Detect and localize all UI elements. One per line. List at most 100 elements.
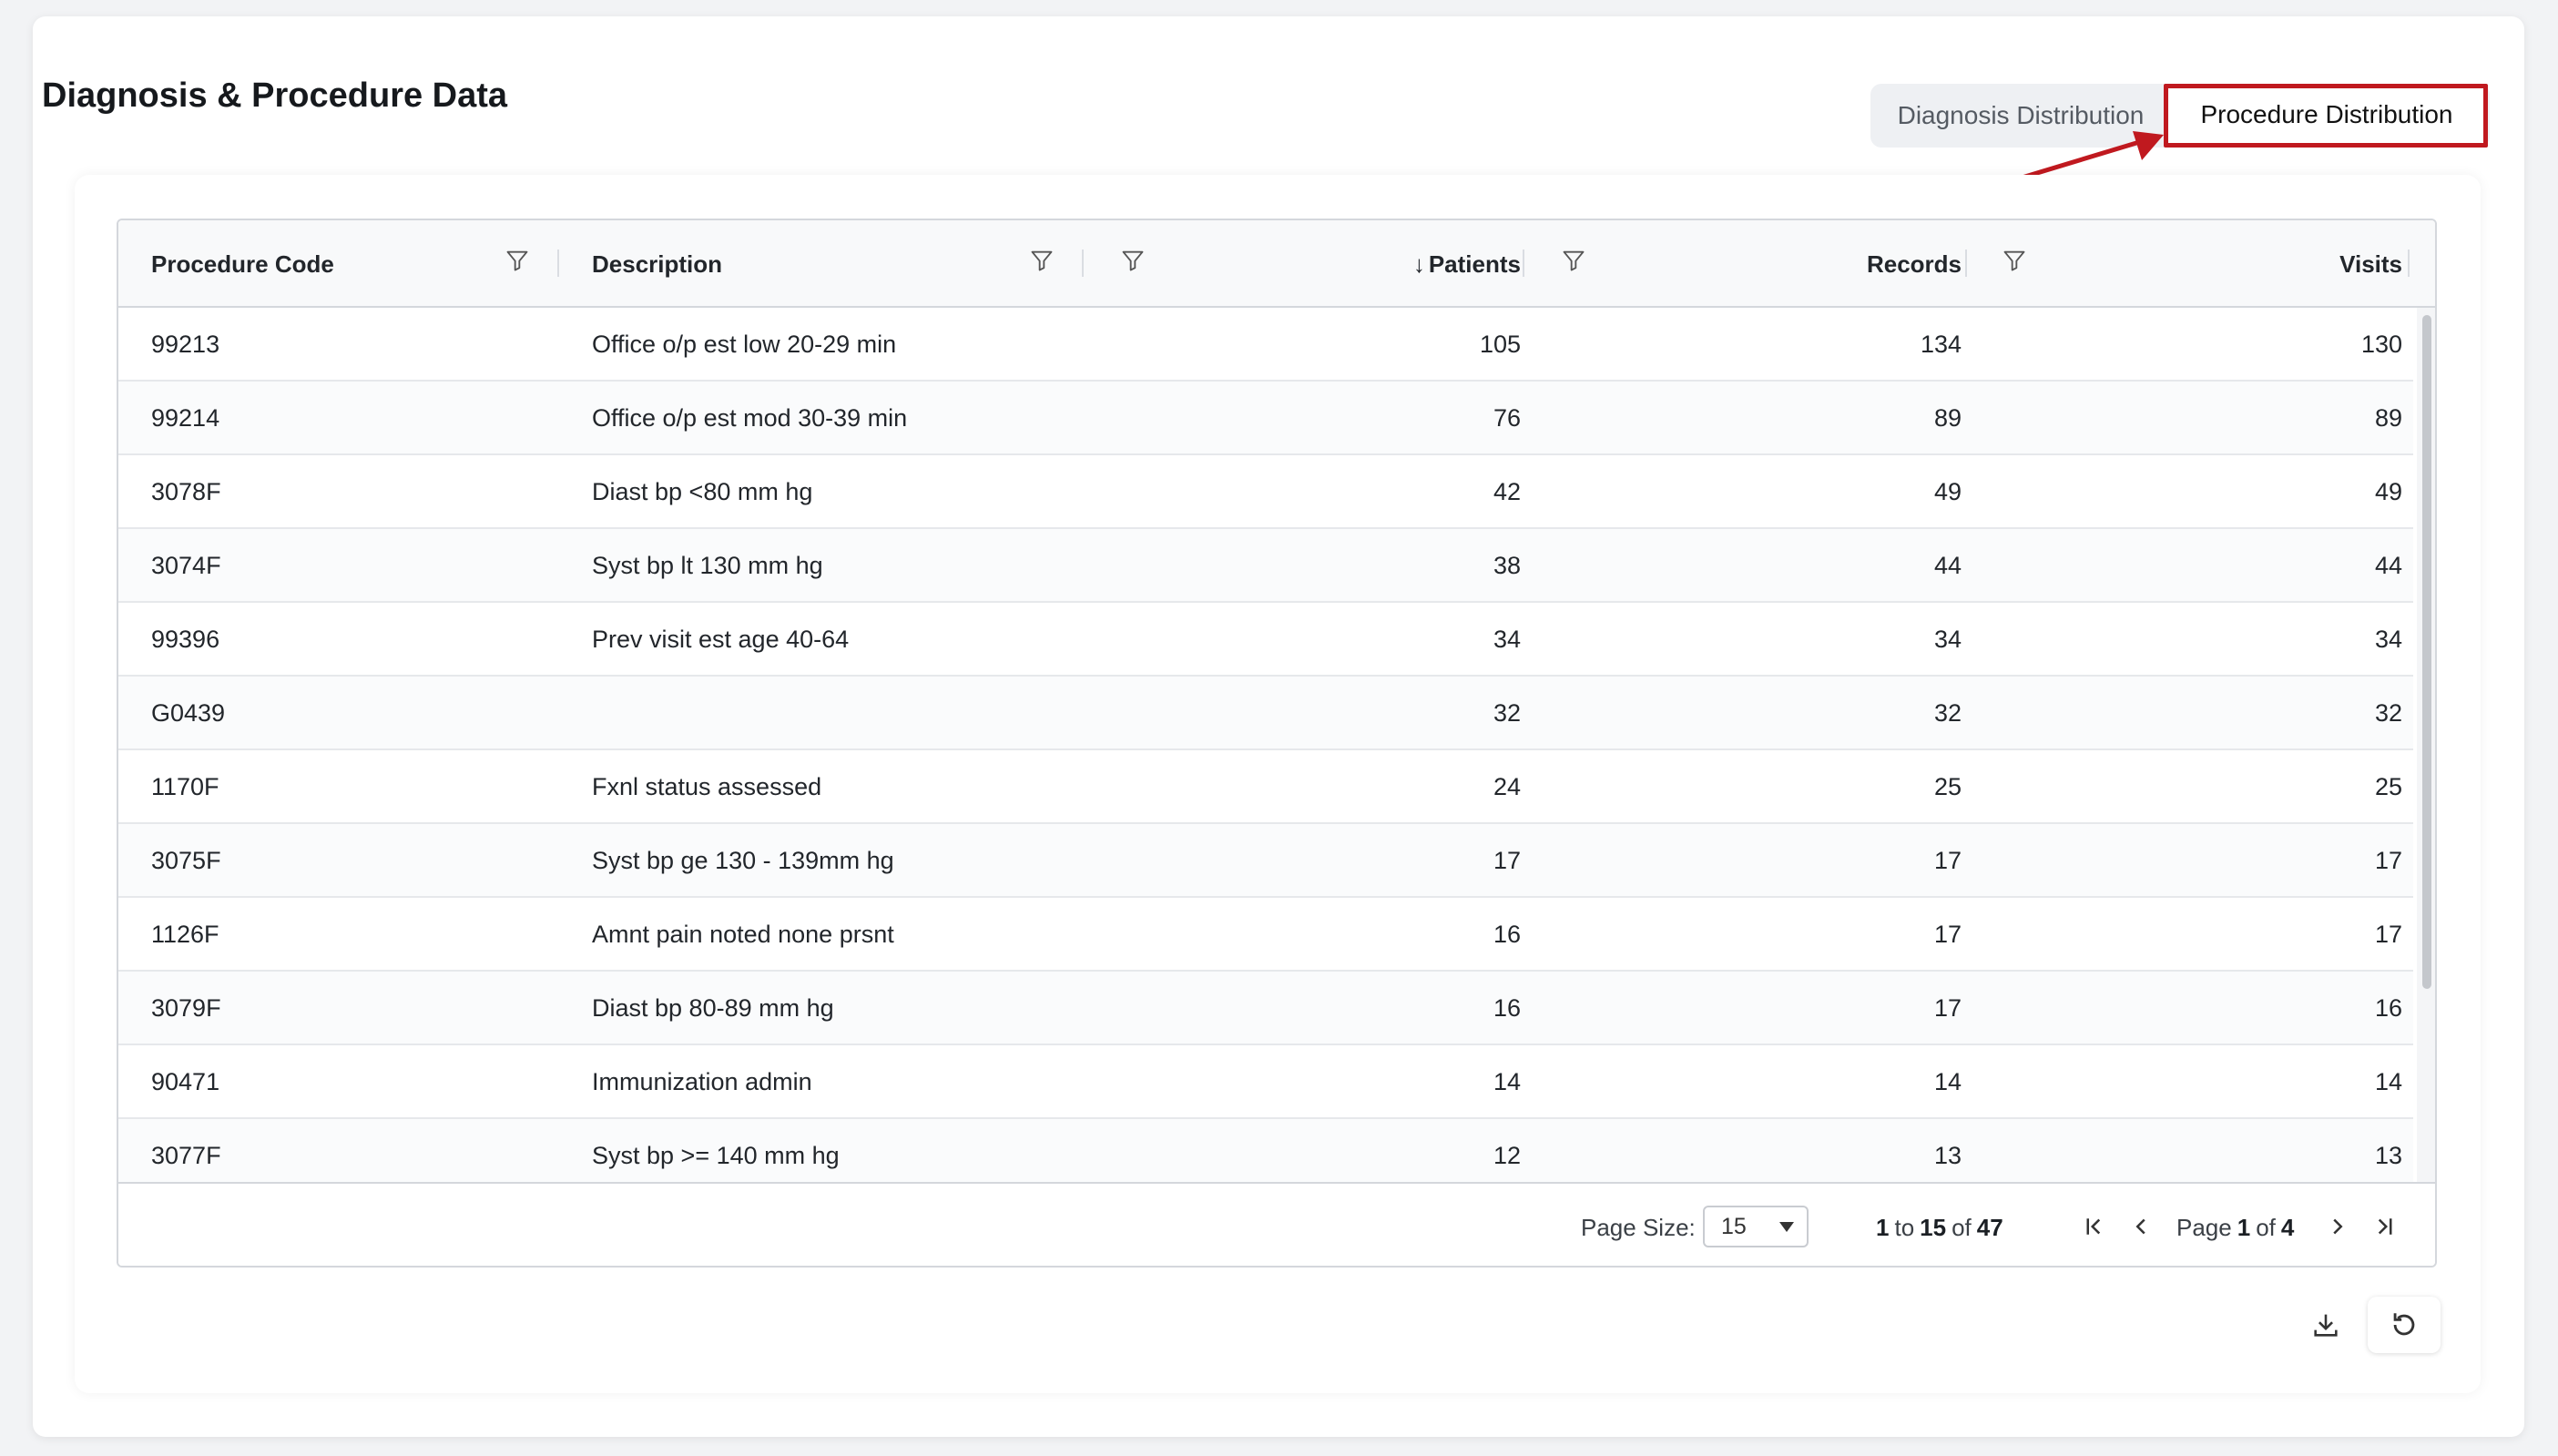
cell-records: 134: [1920, 331, 1962, 358]
cell-code: 99213: [151, 331, 220, 358]
page-title: Diagnosis & Procedure Data: [42, 76, 508, 115]
range-from: 1: [1876, 1213, 1890, 1241]
range-to-label: to: [1894, 1213, 1915, 1241]
cell-description: Amnt pain noted none prsnt: [592, 921, 894, 948]
table-row[interactable]: 3079F Diast bp 80-89 mm hg 16 17 16: [118, 972, 2413, 1045]
total-pages: 4: [2280, 1213, 2295, 1241]
column-separator[interactable]: [1965, 249, 1967, 277]
reset-button[interactable]: [2368, 1297, 2441, 1353]
cell-visits: 17: [2374, 847, 2402, 874]
cell-visits: 32: [2374, 699, 2402, 727]
caret-down-icon: [1779, 1222, 1794, 1232]
last-page-icon[interactable]: [2371, 1213, 2399, 1240]
column-separator[interactable]: [557, 249, 559, 277]
next-page-icon[interactable]: [2324, 1213, 2351, 1240]
table-row[interactable]: 1126F Amnt pain noted none prsnt 16 17 1…: [118, 898, 2413, 972]
cell-code: 3077F: [151, 1142, 221, 1169]
tab-procedure-distribution[interactable]: Procedure Distribution: [2166, 82, 2488, 148]
table-row[interactable]: 3078F Diast bp <80 mm hg 42 49 49: [118, 455, 2413, 529]
table-row[interactable]: 3074F Syst bp lt 130 mm hg 38 44 44: [118, 529, 2413, 603]
cell-description: Immunization admin: [592, 1068, 812, 1095]
vertical-scrollbar[interactable]: [2417, 308, 2435, 1182]
filter-icon[interactable]: [504, 248, 530, 273]
cell-visits: 25: [2374, 773, 2402, 800]
table-row[interactable]: 3077F Syst bp >= 140 mm hg 12 13 13: [118, 1119, 2413, 1182]
prev-page-icon[interactable]: [2127, 1213, 2155, 1240]
cell-patients: 16: [1493, 921, 1521, 948]
tab-group: Diagnosis Distribution Procedure Distrib…: [1870, 82, 2490, 148]
cell-description: Fxnl status assessed: [592, 773, 822, 800]
cell-patients: 24: [1493, 773, 1521, 800]
header-description[interactable]: Description: [592, 249, 723, 278]
cell-visits: 34: [2374, 626, 2402, 653]
table-row[interactable]: 99213 Office o/p est low 20-29 min 105 1…: [118, 308, 2413, 382]
header-procedure-code[interactable]: Procedure Code: [151, 249, 334, 278]
filter-icon[interactable]: [1029, 248, 1055, 273]
cell-patients: 12: [1493, 1142, 1521, 1169]
table-row[interactable]: 3075F Syst bp ge 130 - 139mm hg 17 17 17: [118, 824, 2413, 898]
header-patients[interactable]: ↓ Patients: [1302, 220, 1521, 308]
cell-description: Syst bp >= 140 mm hg: [592, 1142, 840, 1169]
tab-diagnosis-distribution[interactable]: Diagnosis Distribution: [1897, 101, 2145, 129]
column-separator[interactable]: [1523, 249, 1524, 277]
cell-visits: 44: [2374, 552, 2402, 579]
procedure-table: Procedure Code Description ↓ Patients Re…: [117, 219, 2437, 1268]
cell-records: 89: [1933, 404, 1962, 432]
cell-records: 49: [1933, 478, 1962, 505]
cell-description: Syst bp lt 130 mm hg: [592, 552, 823, 579]
filter-icon[interactable]: [1561, 248, 1586, 273]
cell-patients: 32: [1493, 699, 1521, 727]
cell-code: 3079F: [151, 994, 221, 1022]
cell-code: 90471: [151, 1068, 220, 1095]
cell-code: 3074F: [151, 552, 221, 579]
cell-records: 17: [1933, 921, 1962, 948]
cell-description: Prev visit est age 40-64: [592, 626, 850, 653]
cell-code: 3075F: [151, 847, 221, 874]
page-size-select[interactable]: 15: [1703, 1206, 1809, 1247]
filter-icon[interactable]: [1120, 248, 1146, 273]
header-records[interactable]: Records: [1866, 249, 1962, 278]
cell-patients: 105: [1479, 331, 1521, 358]
current-page: 1: [2237, 1213, 2251, 1241]
table-row[interactable]: 1170F Fxnl status assessed 24 25 25: [118, 750, 2413, 824]
cell-visits: 14: [2374, 1068, 2402, 1095]
cell-code: 99396: [151, 626, 220, 653]
cell-patients: 17: [1493, 847, 1521, 874]
table-row[interactable]: 99396 Prev visit est age 40-64 34 34 34: [118, 603, 2413, 677]
cell-visits: 49: [2374, 478, 2402, 505]
page-of-label: of: [2256, 1213, 2276, 1241]
first-page-icon[interactable]: [2080, 1213, 2107, 1240]
cell-code: G0439: [151, 699, 226, 727]
scrollbar-thumb[interactable]: [2422, 315, 2431, 989]
cell-patients: 42: [1493, 478, 1521, 505]
cell-records: 44: [1933, 552, 1962, 579]
cell-patients: 76: [1493, 404, 1521, 432]
table-body: 99213 Office o/p est low 20-29 min 105 1…: [118, 308, 2413, 1182]
cell-records: 25: [1933, 773, 1962, 800]
cell-records: 14: [1933, 1068, 1962, 1095]
cell-records: 17: [1933, 994, 1962, 1022]
cell-patients: 34: [1493, 626, 1521, 653]
cell-description: Diast bp 80-89 mm hg: [592, 994, 834, 1022]
range-to: 15: [1920, 1213, 1947, 1241]
table-row[interactable]: 99214 Office o/p est mod 30-39 min 76 89…: [118, 382, 2413, 455]
table-row[interactable]: 90471 Immunization admin 14 14 14: [118, 1045, 2413, 1119]
page-size-value: 15: [1721, 1213, 1747, 1239]
page-indicator: Page 1 of 4: [2176, 1184, 2299, 1266]
cell-records: 17: [1933, 847, 1962, 874]
sort-desc-icon: ↓: [1412, 249, 1425, 278]
cell-records: 13: [1933, 1142, 1962, 1169]
header-visits[interactable]: Visits: [2339, 249, 2402, 278]
filter-icon[interactable]: [2002, 248, 2027, 273]
cell-description: Office o/p est low 20-29 min: [592, 331, 897, 358]
pagination-bar: Page Size: 15 1 to 15 of 47 Page 1 of 4: [118, 1182, 2435, 1266]
table-row[interactable]: G0439 32 32 32: [118, 677, 2413, 750]
download-button[interactable]: [2289, 1297, 2362, 1353]
column-separator[interactable]: [2408, 249, 2410, 277]
cell-patients: 16: [1493, 994, 1521, 1022]
cell-description: Office o/p est mod 30-39 min: [592, 404, 908, 432]
column-separator[interactable]: [1082, 249, 1084, 277]
cell-description: Diast bp <80 mm hg: [592, 478, 813, 505]
cell-visits: 17: [2374, 921, 2402, 948]
cell-visits: 13: [2374, 1142, 2402, 1169]
